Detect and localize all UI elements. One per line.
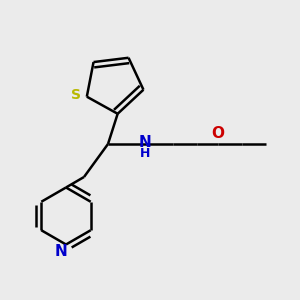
Text: H: H — [140, 147, 151, 160]
Text: N: N — [54, 244, 67, 259]
Text: O: O — [211, 126, 224, 141]
Text: S: S — [71, 88, 81, 102]
Text: N: N — [139, 135, 152, 150]
